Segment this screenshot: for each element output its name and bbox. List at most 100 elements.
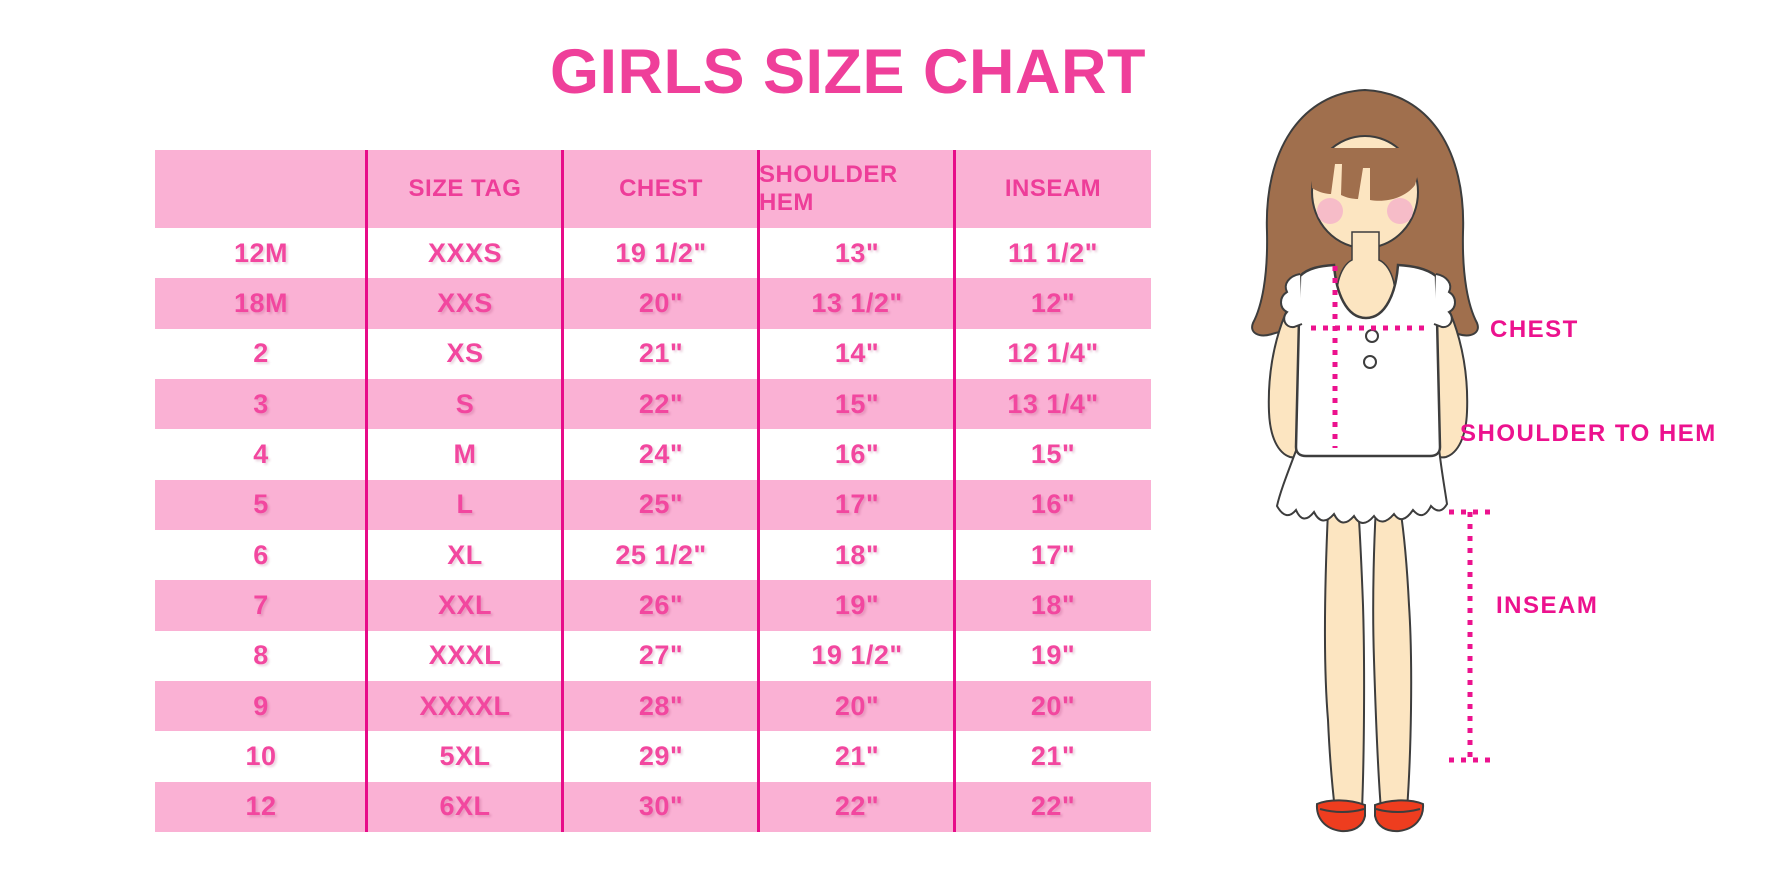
cell-size-tag: XXXXL [419,690,511,721]
column-divider [953,150,956,832]
cell-size: 6 [253,539,269,570]
cell-size-tag: 6XL [439,791,491,822]
header-cell-inseam: INSEAM [1004,175,1102,202]
cell-shoulder-hem: 16" [834,438,880,469]
cell-chest: 19 1/2" [615,237,707,268]
cell-size-tag: XXS [437,287,493,318]
cell-size: 5 [253,489,269,520]
left-leg [1324,489,1366,811]
button-bottom [1363,355,1377,369]
fringe [1312,148,1419,201]
cell-size-tag: XS [446,338,484,369]
header-cell-chest: CHEST [619,175,703,202]
table-row: 10 5XL 29" 21" 21" [155,731,1151,782]
cell-shoulder-hem: 14" [834,338,880,369]
cell-shoulder-hem: 17" [834,489,880,520]
cell-size: 9 [253,690,269,721]
cell-size: 7 [253,589,269,620]
cell-inseam: 19" [1030,640,1076,671]
cell-size-tag: S [455,388,475,419]
column-divider [365,150,368,832]
cell-shoulder-hem: 22" [834,791,880,822]
cell-size-tag: L [456,489,474,520]
blush-left [1317,198,1343,224]
cell-inseam: 17" [1030,539,1076,570]
left-shoe-strap [1319,808,1365,813]
cell-size: 8 [253,640,269,671]
button-top [1365,329,1379,343]
table-row: 4 M 24" 16" 15" [155,429,1151,480]
cell-chest: 25" [638,489,684,520]
table-row: 9 XXXXL 28" 20" 20" [155,680,1151,732]
cell-inseam: 12 1/4" [1007,338,1099,369]
size-chart-table: SIZE TAG CHEST SHOULDER HEM INSEAM 12M X… [155,150,1151,832]
header-cell-size-tag: SIZE TAG [408,175,522,202]
right-shoe-strap [1375,808,1421,813]
cell-shoulder-hem: 19" [834,589,880,620]
table-row: 5 L 25" 17" 16" [155,479,1151,530]
cell-chest: 21" [638,338,684,369]
cell-size-tag: XL [447,539,483,570]
cell-chest: 27" [638,640,684,671]
cell-inseam: 21" [1030,740,1076,771]
left-ruffle [1280,273,1303,329]
shoulder-to-hem-label: SHOULDER TO HEM [1460,420,1717,447]
table-row: 12M XXXS 19 1/2" 13" 11 1/2" [155,228,1151,279]
cell-chest: 28" [638,690,684,721]
cell-size: 2 [253,338,269,369]
cell-inseam: 20" [1030,690,1076,721]
blush-right [1387,198,1413,224]
table-row: 12 6XL 30" 22" 22" [155,781,1151,832]
cell-inseam: 18" [1030,589,1076,620]
cell-shoulder-hem: 15" [834,388,880,419]
cell-inseam: 13 1/4" [1007,388,1099,419]
cell-size-tag: XXXS [427,237,503,268]
cell-size: 3 [253,388,269,419]
cell-size: 4 [253,438,269,469]
cell-chest: 20" [638,287,684,318]
right-ruffle [1433,273,1456,329]
cell-size: 12M [233,237,289,268]
cell-shoulder-hem: 20" [834,690,880,721]
cell-chest: 30" [638,791,684,822]
cell-shoulder-hem: 21" [834,740,880,771]
cell-shoulder-hem: 18" [834,539,880,570]
cell-size: 12 [245,791,277,822]
cell-shoulder-hem: 19 1/2" [811,640,903,671]
right-leg [1372,489,1413,811]
cell-size-tag: XXL [437,589,492,620]
cell-inseam: 12" [1030,287,1076,318]
column-divider [561,150,564,832]
cell-size: 18M [233,287,289,318]
table-row: 18M XXS 20" 13 1/2" 12" [155,278,1151,329]
cell-chest: 24" [638,438,684,469]
cell-size-tag: M [453,438,477,469]
column-divider [757,150,760,832]
chest-label: CHEST [1490,316,1579,343]
cell-chest: 25 1/2" [615,539,707,570]
table-row: 6 XL 25 1/2" 18" 17" [155,529,1151,581]
header-cell-blank [155,150,367,228]
cell-inseam: 16" [1030,489,1076,520]
skirt [1275,447,1449,524]
inseam-label: INSEAM [1496,592,1598,619]
right-shoe [1374,799,1425,833]
cell-size-tag: 5XL [439,740,491,771]
cell-chest: 29" [638,740,684,771]
cell-inseam: 11 1/2" [1008,237,1098,268]
table-header-row: SIZE TAG CHEST SHOULDER HEM INSEAM [155,150,1151,228]
cell-inseam: 15" [1030,438,1076,469]
cell-chest: 22" [638,388,684,419]
girl-measurement-illustration: CHEST SHOULDER TO HEM INSEAM [1251,88,1717,833]
table-row: 2 XS 21" 14" 12 1/4" [155,328,1151,379]
page-title: GIRLS SIZE CHART [549,37,1146,107]
header-cell-shoulder-hem: SHOULDER HEM [759,161,898,216]
table-row: 3 S 22" 15" 13 1/4" [155,378,1151,430]
left-shoe [1315,799,1366,833]
cell-chest: 26" [638,589,684,620]
cell-shoulder-hem: 13 1/2" [811,287,903,318]
table-row: 8 XXXL 27" 19 1/2" 19" [155,630,1151,681]
cell-size: 10 [245,740,277,771]
table-row: 7 XXL 26" 19" 18" [155,580,1151,631]
cell-shoulder-hem: 13" [834,237,880,268]
